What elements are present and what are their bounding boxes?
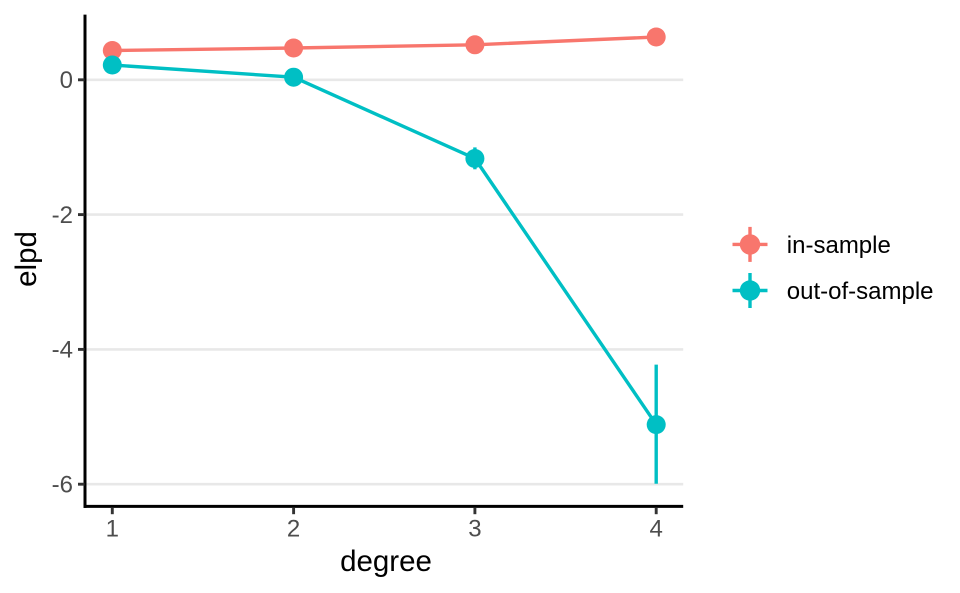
svg-text:in-sample: in-sample [787, 232, 891, 259]
svg-text:0: 0 [60, 67, 73, 94]
svg-text:-4: -4 [52, 337, 73, 364]
svg-text:degree: degree [340, 545, 432, 578]
svg-text:-2: -2 [52, 202, 73, 229]
svg-text:1: 1 [106, 515, 119, 542]
svg-text:-6: -6 [52, 472, 73, 499]
svg-text:out-of-sample: out-of-sample [787, 278, 934, 305]
svg-text:3: 3 [468, 515, 481, 542]
svg-text:elpd: elpd [10, 231, 43, 287]
svg-text:4: 4 [650, 515, 663, 542]
svg-text:2: 2 [287, 515, 300, 542]
